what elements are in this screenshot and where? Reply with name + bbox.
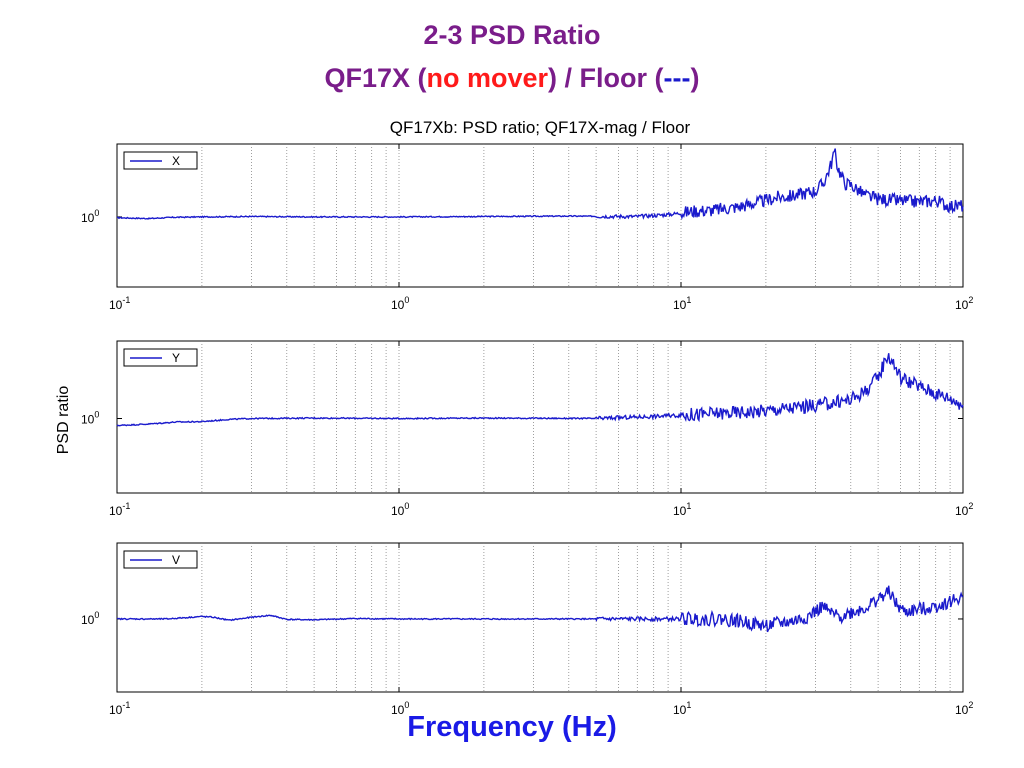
y-tick-label: 100 [81,208,99,225]
x-tick-label: 10-1 [109,700,130,717]
plot-frame [116,340,964,494]
x-tick-label: 102 [955,501,973,518]
subtitle-dashes: --- [663,63,691,93]
x-tick-label: 100 [391,295,409,312]
y-axis-label: PSD ratio [55,386,72,455]
slide-subtitle: QF17X (no mover) / Floor (---) [0,62,1024,94]
subtitle-no-mover: no mover [426,63,549,93]
slide-title: 2-3 PSD Ratio [423,20,601,50]
plot-frame [116,143,964,288]
x-tick-label: 102 [955,700,973,717]
x-tick-label: 10-1 [109,295,130,312]
legend-label: Y [172,351,180,365]
x-tick-label: 101 [673,700,691,717]
chart-title: QF17Xb: PSD ratio; QF17X-mag / Floor [390,118,691,137]
x-axis-label: Frequency (Hz) [407,711,617,743]
legend-label: X [172,154,180,168]
x-tick-label: 100 [391,700,409,717]
x-tick-label: 101 [673,501,691,518]
y-tick-label: 100 [81,610,99,627]
x-tick-label: 102 [955,295,973,312]
series-line-x [117,148,964,221]
subtitle-part-3: ) / Floor ( [548,63,664,93]
legend-label: V [172,553,180,567]
subtitle-part-1: QF17X ( [324,63,427,93]
series-line-y [116,353,964,427]
series-line-v [116,585,964,633]
x-tick-label: 101 [673,295,691,312]
x-tick-label: 10-1 [109,501,130,518]
y-tick-label: 100 [81,409,99,426]
subtitle-part-5: ) [690,63,700,93]
plot-frame [116,542,964,693]
x-tick-label: 100 [391,501,409,518]
